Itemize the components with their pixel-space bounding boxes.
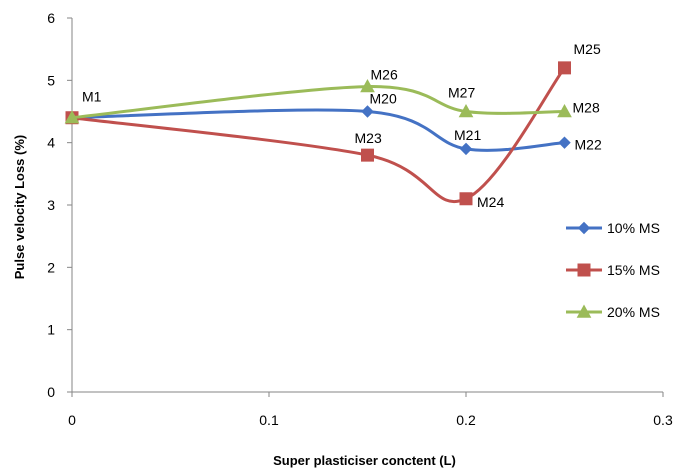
- data-point: [360, 79, 375, 93]
- legend-label: 15% MS: [607, 262, 660, 278]
- series-line: [71, 85, 565, 120]
- y-axis-title: Pulse velocity Loss (%): [12, 135, 27, 280]
- y-tick-label: 2: [47, 259, 55, 275]
- point-labels: M1 M20 M21 M22 M23 M24 M25 M26 M27 M28: [82, 41, 602, 210]
- x-tick-label: 0.3: [653, 412, 673, 428]
- legend-marker: [577, 263, 591, 277]
- data-point: [557, 103, 572, 118]
- legend-marker: [577, 221, 591, 235]
- x-tick-label: 0: [68, 412, 76, 428]
- x-tick-label: 0.1: [259, 412, 279, 428]
- data-point: [558, 61, 571, 75]
- series-10-ms: [65, 105, 571, 156]
- x-tick-label: 0.2: [456, 412, 476, 428]
- data-label: M24: [477, 194, 504, 210]
- y-tick-label: 6: [47, 10, 55, 26]
- y-tick-label: 1: [47, 322, 55, 338]
- data-label: M23: [355, 130, 382, 146]
- legend-item: 10% MS: [566, 220, 660, 236]
- data-point: [361, 148, 374, 162]
- data-label: M20: [370, 91, 397, 107]
- data-point: [64, 110, 80, 124]
- x-axis-title: Super plasticiser conctent (L): [273, 453, 456, 468]
- data-label: M21: [454, 127, 481, 143]
- legend-label: 20% MS: [607, 304, 660, 320]
- data-label: M27: [448, 85, 475, 101]
- data-label: M25: [574, 41, 601, 57]
- legend-label: 10% MS: [607, 220, 660, 236]
- legend-item: 15% MS: [566, 262, 660, 278]
- series-layer: [64, 61, 572, 206]
- data-point: [558, 136, 571, 149]
- legend: 10% MS 15% MS 20% MS: [566, 220, 660, 320]
- data-point: [459, 142, 473, 156]
- y-tick-label: 0: [47, 384, 55, 400]
- data-point: [361, 105, 374, 118]
- legend-marker: [576, 304, 592, 318]
- data-label: M28: [573, 100, 600, 116]
- y-tick-label: 4: [47, 135, 55, 151]
- data-label: M1: [82, 89, 102, 105]
- series-line: [71, 66, 566, 204]
- legend-item: 20% MS: [566, 304, 660, 320]
- data-point: [459, 192, 473, 206]
- data-point: [458, 103, 474, 118]
- y-tick-label: 5: [47, 72, 55, 88]
- series-20-ms: [64, 79, 572, 124]
- series-line: [71, 108, 565, 152]
- y-tick-label: 3: [47, 197, 55, 213]
- data-label: M26: [371, 67, 398, 83]
- data-label: M22: [575, 137, 602, 153]
- series-15-ms: [65, 61, 571, 206]
- axes: 0 1 2 3 4 5 6 0 0.1 0.2 0.3: [47, 10, 673, 428]
